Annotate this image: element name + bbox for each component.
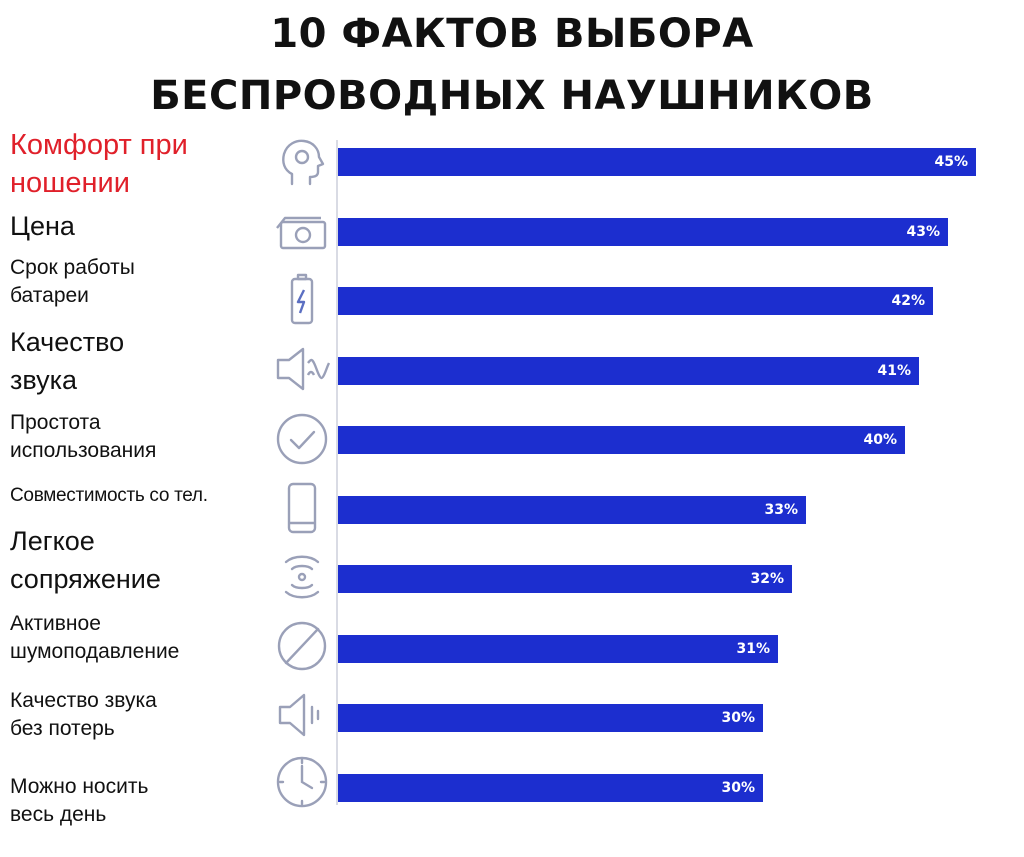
bar-3: 42%: [338, 287, 933, 315]
phone-icon: [272, 480, 332, 536]
bar-value-label: 30%: [721, 780, 755, 796]
category-label-lossless-sound: Качество звука без потерь: [10, 689, 157, 740]
clock-icon: [272, 754, 332, 810]
money-icon: [272, 206, 332, 262]
category-label-price: Цена: [10, 211, 75, 241]
signal-icon: [272, 549, 332, 605]
bar-value-label: 33%: [764, 502, 798, 518]
bar-10: 30%: [338, 774, 763, 802]
category-label-sound: Качество звука: [10, 327, 125, 395]
category-label-all-day-wear: Можно носить весь день: [10, 775, 149, 826]
bar-8: 31%: [338, 635, 778, 663]
speaker-icon: [272, 687, 332, 743]
bar-4: 41%: [338, 357, 919, 385]
category-label-battery: Срок работы батареи: [10, 256, 135, 307]
no-sign-icon: [272, 618, 332, 674]
category-label-pairing: Легкое сопряжение: [10, 526, 161, 594]
bar-7: 32%: [338, 565, 792, 593]
category-label-noise-cancelling: Активное шумоподавление: [10, 612, 180, 663]
bar-value-label: 42%: [891, 293, 925, 309]
bar-9: 30%: [338, 704, 763, 732]
bar-value-label: 41%: [877, 363, 911, 379]
head-icon: [272, 134, 332, 190]
checkmark-icon: [272, 411, 332, 467]
bar-value-label: 45%: [934, 154, 968, 170]
bar-1: 45%: [338, 148, 976, 176]
bar-6: 33%: [338, 496, 806, 524]
battery-icon: [272, 272, 332, 328]
category-label-ease-of-use: Простота использования: [10, 411, 157, 462]
category-label-compatibility: Совместимость со тел.: [10, 485, 208, 506]
chart-baseline: [336, 140, 338, 805]
category-label-comfort: Комфорт при ношении: [10, 129, 188, 199]
chart-title-line-2: БЕСПРОВОДНЫХ НАУШНИКОВ: [150, 73, 874, 119]
bar-5: 40%: [338, 426, 905, 454]
chart-title-line-1: 10 ФАКТОВ ВЫБОРА: [270, 11, 754, 57]
bar-2: 43%: [338, 218, 948, 246]
bar-value-label: 31%: [736, 641, 770, 657]
speaker-wave-icon: [272, 341, 332, 397]
bar-value-label: 30%: [721, 710, 755, 726]
bar-value-label: 32%: [750, 571, 784, 587]
bar-value-label: 43%: [906, 224, 940, 240]
bar-value-label: 40%: [863, 432, 897, 448]
